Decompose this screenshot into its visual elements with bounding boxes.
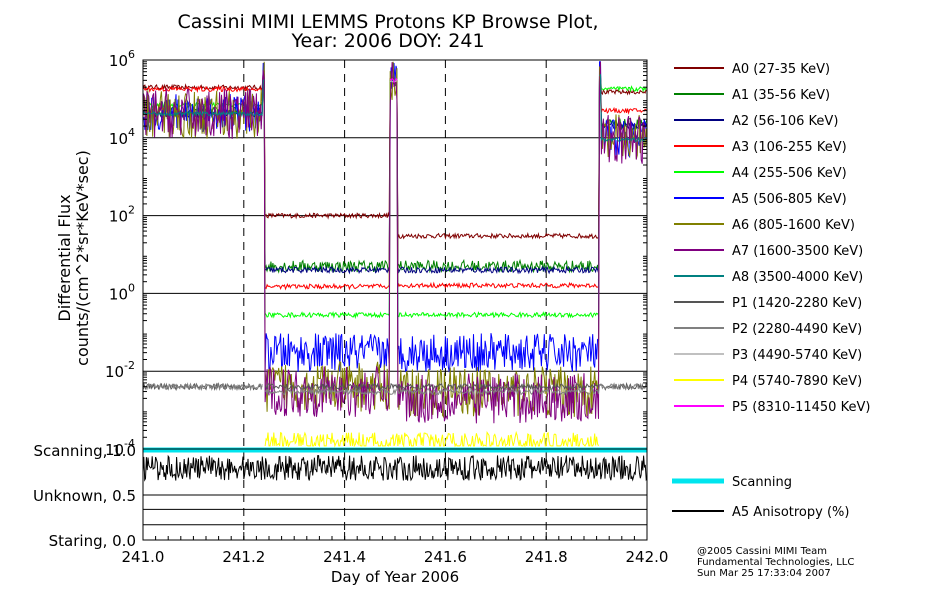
chart-subtitle: Year: 2006 DOY: 241 xyxy=(290,30,484,52)
series-line xyxy=(142,61,648,419)
y-axis-label-units: counts/(cm^2*sr*KeV*sec) xyxy=(73,150,92,366)
x-tick-label: 241.8 xyxy=(525,548,568,566)
x-tick-label: 241.6 xyxy=(424,548,467,566)
credit-line: Sun Mar 25 17:33:04 2007 xyxy=(697,568,831,579)
series-line xyxy=(142,75,648,274)
series-line xyxy=(264,430,599,448)
legend-label: A0 (27-35 KeV) xyxy=(732,62,830,77)
y-tick-label: 10-4 xyxy=(105,437,135,459)
y-tick-label: 10-2 xyxy=(105,359,135,381)
x-tick-label: 241.2 xyxy=(222,548,265,566)
credit-line: Fundamental Technologies, LLC xyxy=(697,557,854,568)
legend-label: P3 (4490-5740 KeV) xyxy=(732,348,862,363)
legend-label: A3 (106-255 KeV) xyxy=(732,140,847,155)
legend-label: A7 (1600-3500 KeV) xyxy=(732,244,863,259)
legend-label: A4 (255-506 KeV) xyxy=(732,166,847,181)
anisotropy-line xyxy=(142,454,648,482)
chart-title: Cassini MIMI LEMMS Protons KP Browse Plo… xyxy=(177,11,598,33)
x-axis-label: Day of Year 2006 xyxy=(331,568,459,586)
credit-line: @2005 Cassini MIMI Team xyxy=(697,546,827,557)
lower-panel-label: Unknown, 0.5 xyxy=(33,487,136,505)
legend-label: A2 (56-106 KeV) xyxy=(732,114,838,129)
legend-label: A6 (805-1600 KeV) xyxy=(732,218,855,233)
x-tick-label: 241.4 xyxy=(323,548,366,566)
legend-label: P1 (1420-2280 KeV) xyxy=(732,296,862,311)
series-line xyxy=(142,382,648,397)
y-tick-label: 104 xyxy=(109,126,135,148)
legend-label: P2 (2280-4490 KeV) xyxy=(732,322,862,337)
x-tick-label: 242.0 xyxy=(626,548,669,566)
legend-label: A1 (35-56 KeV) xyxy=(732,88,830,103)
legend-label: P5 (8310-11450 KeV) xyxy=(732,400,870,415)
y-tick-label: 106 xyxy=(109,48,135,70)
legend-label: P4 (5740-7890 KeV) xyxy=(732,374,862,389)
legend-label: A5 (506-805 KeV) xyxy=(732,192,847,207)
x-tick-label: 241.0 xyxy=(122,548,165,566)
series-line xyxy=(142,61,648,424)
series-line xyxy=(389,77,398,84)
legend-label: A5 Anisotropy (%) xyxy=(732,505,849,520)
lower-panel-label: Scanning, 1.0 xyxy=(33,442,136,460)
y-axis-label: Differential Flux xyxy=(55,194,74,321)
lower-panel-label: Staring, 0.0 xyxy=(49,532,136,550)
series-line xyxy=(142,72,648,275)
y-tick-label: 100 xyxy=(109,281,135,303)
y-tick-label: 102 xyxy=(109,204,135,226)
legend-label: A8 (3500-4000 KeV) xyxy=(732,270,863,285)
legend-label: Scanning xyxy=(732,475,792,490)
